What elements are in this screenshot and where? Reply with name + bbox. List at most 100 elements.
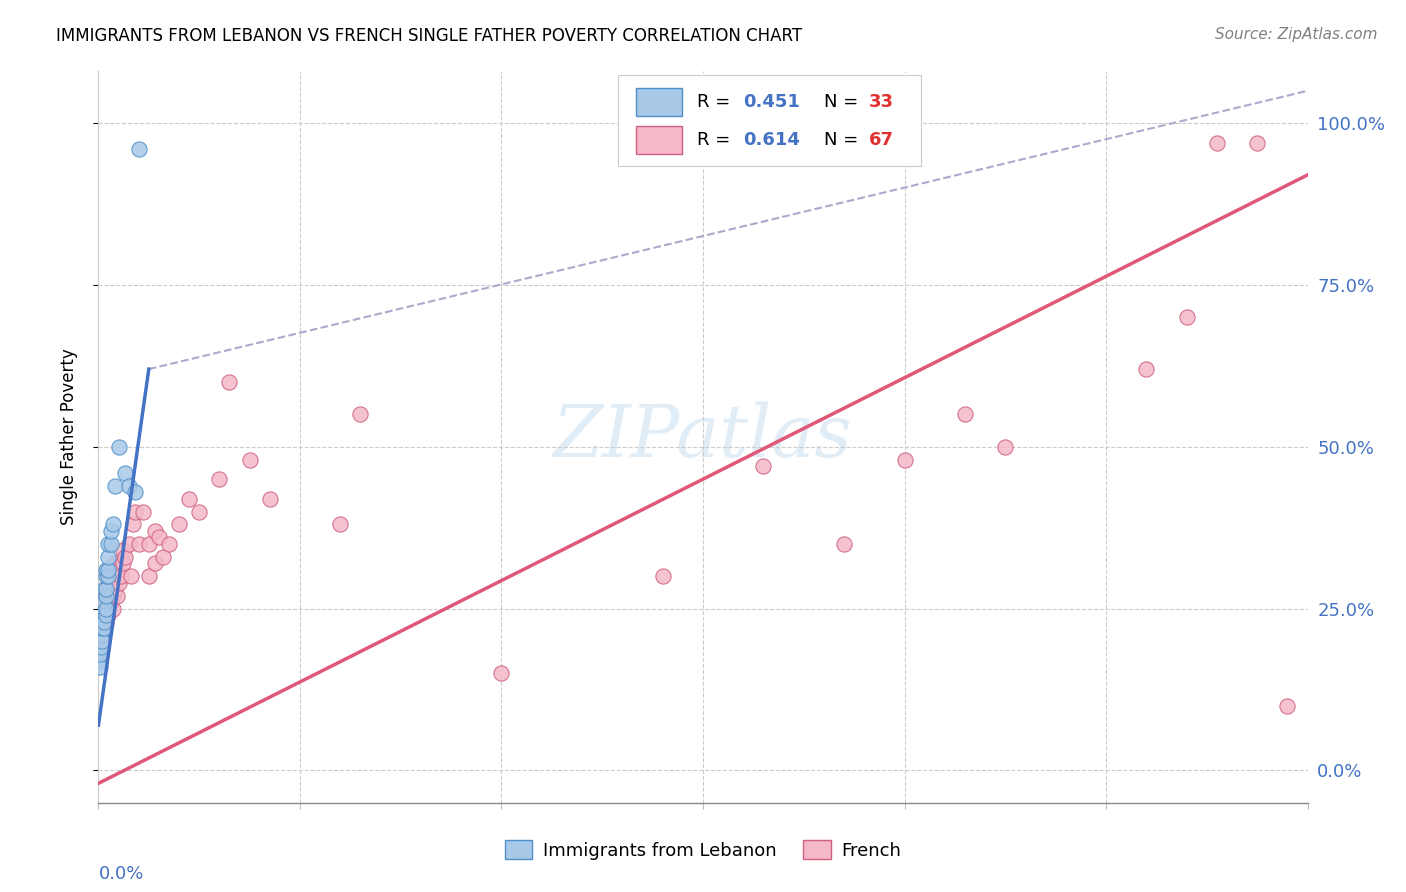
Point — [96, 589, 118, 603]
Point — [143, 557, 166, 571]
Point — [121, 517, 143, 532]
Point — [148, 530, 170, 544]
Text: N =: N = — [824, 131, 863, 149]
Point — [1277, 698, 1299, 713]
Point — [96, 608, 118, 623]
Point — [107, 575, 129, 590]
Point — [100, 595, 122, 609]
Point — [93, 582, 115, 597]
Point — [953, 408, 976, 422]
Point — [89, 608, 111, 623]
Point — [91, 601, 114, 615]
Text: R =: R = — [697, 93, 735, 112]
Point — [97, 595, 120, 609]
Point — [91, 627, 114, 641]
Point — [91, 595, 114, 609]
Point — [128, 537, 150, 551]
Point — [832, 537, 855, 551]
Point — [114, 466, 136, 480]
Point — [91, 634, 114, 648]
Point — [91, 621, 114, 635]
Point — [994, 440, 1017, 454]
Point — [1135, 362, 1157, 376]
Point — [96, 601, 118, 615]
Point — [96, 582, 118, 597]
Point — [93, 621, 115, 635]
Text: N =: N = — [824, 93, 863, 112]
Point — [1175, 310, 1198, 325]
Point — [96, 615, 118, 629]
Point — [114, 549, 136, 564]
Point — [91, 608, 114, 623]
Point — [349, 408, 371, 422]
Point — [152, 549, 174, 564]
Point — [93, 608, 115, 623]
Point — [100, 537, 122, 551]
Text: 0.0%: 0.0% — [98, 865, 143, 883]
Point — [124, 485, 146, 500]
Point — [107, 563, 129, 577]
Text: 0.451: 0.451 — [742, 93, 800, 112]
Point — [93, 621, 115, 635]
Point — [124, 504, 146, 518]
Point — [111, 543, 134, 558]
Point — [89, 621, 111, 635]
Point — [97, 537, 120, 551]
Point — [1206, 136, 1229, 150]
Point — [1246, 136, 1268, 150]
Point — [259, 491, 281, 506]
Point — [111, 557, 134, 571]
Point — [96, 563, 118, 577]
Point — [651, 569, 673, 583]
Point — [96, 569, 118, 583]
Point — [91, 615, 114, 629]
Point — [491, 666, 513, 681]
Point — [128, 142, 150, 156]
Point — [97, 569, 120, 583]
Point — [96, 601, 118, 615]
Point — [93, 601, 115, 615]
Point — [893, 452, 915, 467]
Point — [138, 537, 160, 551]
Point — [89, 653, 111, 667]
Point — [89, 601, 111, 615]
Text: IMMIGRANTS FROM LEBANON VS FRENCH SINGLE FATHER POVERTY CORRELATION CHART: IMMIGRANTS FROM LEBANON VS FRENCH SINGLE… — [56, 27, 803, 45]
Point — [103, 582, 125, 597]
Point — [93, 608, 115, 623]
Point — [101, 601, 124, 615]
Point — [103, 569, 125, 583]
Point — [103, 478, 125, 492]
Point — [188, 504, 211, 518]
Text: 67: 67 — [869, 131, 894, 149]
Point — [97, 549, 120, 564]
Point — [107, 440, 129, 454]
Point — [89, 660, 111, 674]
Point — [105, 589, 128, 603]
FancyBboxPatch shape — [637, 88, 682, 116]
Point — [239, 452, 262, 467]
Point — [100, 582, 122, 597]
Point — [110, 569, 132, 583]
Point — [118, 478, 141, 492]
Point — [157, 537, 180, 551]
Point — [218, 375, 240, 389]
Point — [143, 524, 166, 538]
Point — [90, 640, 112, 655]
Point — [208, 472, 231, 486]
Point — [93, 589, 115, 603]
Text: 0.614: 0.614 — [742, 131, 800, 149]
Point — [93, 595, 115, 609]
Point — [100, 524, 122, 538]
Text: ZIPatlas: ZIPatlas — [553, 401, 853, 473]
Point — [103, 557, 125, 571]
Point — [93, 601, 115, 615]
Point — [752, 459, 775, 474]
FancyBboxPatch shape — [619, 75, 921, 167]
Point — [90, 627, 112, 641]
Y-axis label: Single Father Poverty: Single Father Poverty — [59, 349, 77, 525]
Point — [101, 575, 124, 590]
Point — [97, 608, 120, 623]
Point — [179, 491, 201, 506]
Point — [329, 517, 352, 532]
Point — [89, 647, 111, 661]
